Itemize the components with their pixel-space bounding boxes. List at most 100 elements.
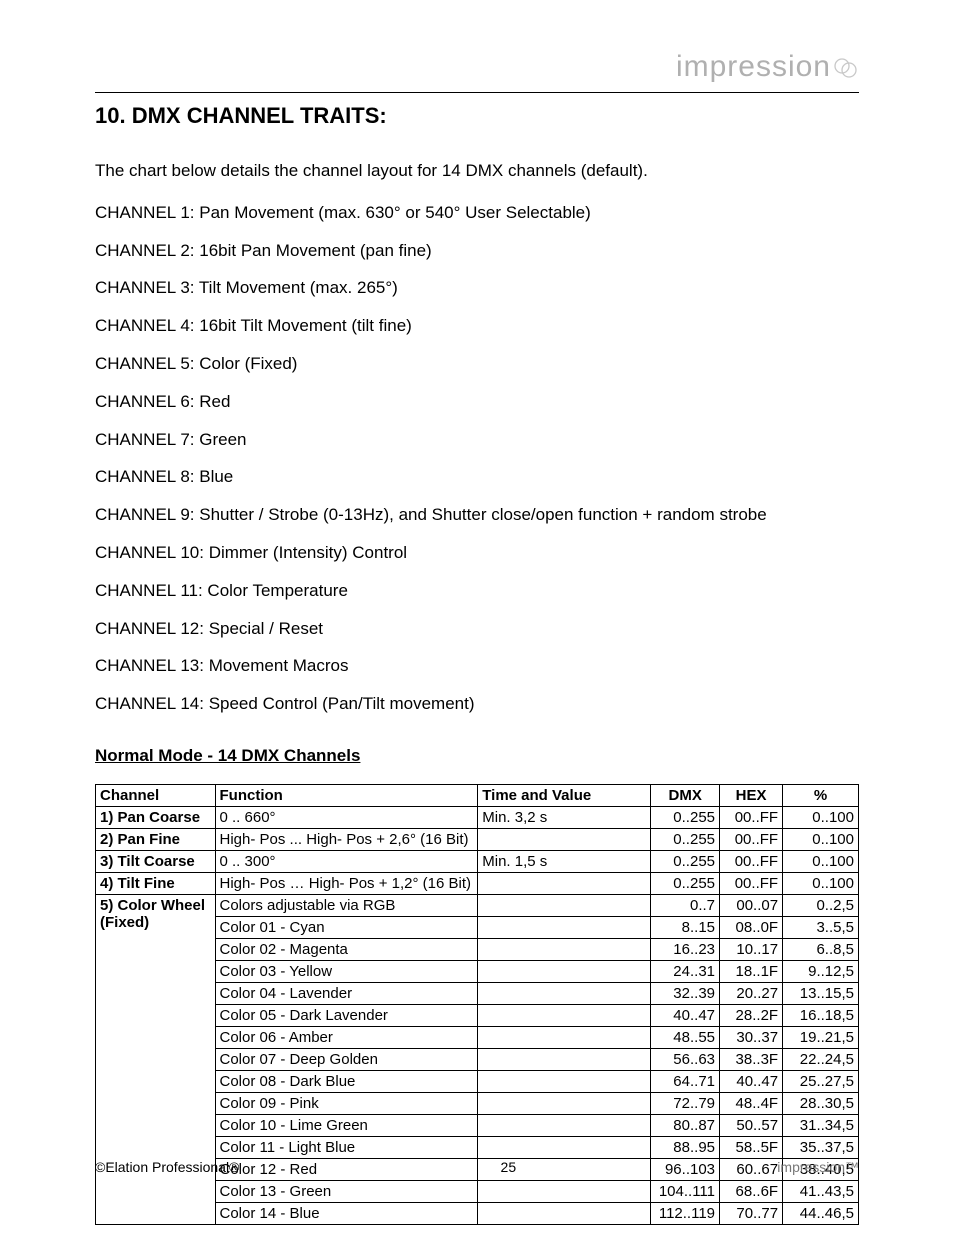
table-row: 2) Pan FineHigh- Pos ... High- Pos + 2,6… xyxy=(96,828,859,850)
cell-time xyxy=(478,1092,651,1114)
cell-function: 0 .. 660° xyxy=(215,806,478,828)
col-header-function: Function xyxy=(215,784,478,806)
cell-function: Color 13 - Green xyxy=(215,1180,478,1202)
cell-pct: 0..100 xyxy=(783,850,859,872)
cell-pct: 31..34,5 xyxy=(783,1114,859,1136)
cell-pct: 9..12,5 xyxy=(783,960,859,982)
cell-time xyxy=(478,1026,651,1048)
cell-hex: 00..FF xyxy=(720,828,783,850)
cell-dmx: 40..47 xyxy=(651,1004,720,1026)
cell-pct: 0..100 xyxy=(783,828,859,850)
table-row: 4) Tilt FineHigh- Pos … High- Pos + 1,2°… xyxy=(96,872,859,894)
channel-line: CHANNEL 9: Shutter / Strobe (0-13Hz), an… xyxy=(95,503,859,527)
cell-channel: 1) Pan Coarse xyxy=(96,806,216,828)
cell-hex: 00..07 xyxy=(720,894,783,916)
cell-pct: 28..30,5 xyxy=(783,1092,859,1114)
col-header-channel: Channel xyxy=(96,784,216,806)
cell-hex: 10..17 xyxy=(720,938,783,960)
table-row: 1) Pan Coarse0 .. 660°Min. 3,2 s0..25500… xyxy=(96,806,859,828)
cell-hex: 58..5F xyxy=(720,1136,783,1158)
cell-dmx: 16..23 xyxy=(651,938,720,960)
cell-pct: 6..8,5 xyxy=(783,938,859,960)
cell-hex: 48..4F xyxy=(720,1092,783,1114)
intro-text: The chart below details the channel layo… xyxy=(95,159,859,183)
cell-time: Min. 3,2 s xyxy=(478,806,651,828)
cell-hex: 00..FF xyxy=(720,806,783,828)
brand-logo-text: impression xyxy=(676,50,831,83)
cell-channel: 2) Pan Fine xyxy=(96,828,216,850)
subheading: Normal Mode - 14 DMX Channels xyxy=(95,746,859,766)
channel-list: CHANNEL 1: Pan Movement (max. 630° or 54… xyxy=(95,201,859,716)
channel-line: CHANNEL 13: Movement Macros xyxy=(95,654,859,678)
cell-time xyxy=(478,1202,651,1224)
cell-function: 0 .. 300° xyxy=(215,850,478,872)
cell-function: Color 05 - Dark Lavender xyxy=(215,1004,478,1026)
cell-channel: 3) Tilt Coarse xyxy=(96,850,216,872)
channel-line: CHANNEL 12: Special / Reset xyxy=(95,617,859,641)
cell-hex: 18..1F xyxy=(720,960,783,982)
cell-function: Color 07 - Deep Golden xyxy=(215,1048,478,1070)
cell-hex: 08..0F xyxy=(720,916,783,938)
channel-line: CHANNEL 5: Color (Fixed) xyxy=(95,352,859,376)
col-header-time: Time and Value xyxy=(478,784,651,806)
cell-pct: 25..27,5 xyxy=(783,1070,859,1092)
cell-dmx: 48..55 xyxy=(651,1026,720,1048)
cell-pct: 19..21,5 xyxy=(783,1026,859,1048)
footer-left: ©Elation Professional® xyxy=(95,1159,239,1175)
table-row: 3) Tilt Coarse0 .. 300°Min. 1,5 s0..2550… xyxy=(96,850,859,872)
cell-time xyxy=(478,916,651,938)
page: impression 10. DMX CHANNEL TRAITS: The c… xyxy=(0,0,954,1235)
channel-line: CHANNEL 1: Pan Movement (max. 630° or 54… xyxy=(95,201,859,225)
cell-dmx: 112..119 xyxy=(651,1202,720,1224)
cell-function: Color 04 - Lavender xyxy=(215,982,478,1004)
col-header-hex: HEX xyxy=(720,784,783,806)
cell-hex: 20..27 xyxy=(720,982,783,1004)
cell-hex: 70..77 xyxy=(720,1202,783,1224)
cell-time xyxy=(478,938,651,960)
cell-pct: 0..2,5 xyxy=(783,894,859,916)
brand-logo: impression xyxy=(676,50,859,84)
cell-pct: 16..18,5 xyxy=(783,1004,859,1026)
divider xyxy=(95,92,859,93)
channel-line: CHANNEL 4: 16bit Tilt Movement (tilt fin… xyxy=(95,314,859,338)
cell-pct: 35..37,5 xyxy=(783,1136,859,1158)
cell-function: Color 03 - Yellow xyxy=(215,960,478,982)
cell-dmx: 8..15 xyxy=(651,916,720,938)
cell-time xyxy=(478,1136,651,1158)
cell-pct: 0..100 xyxy=(783,872,859,894)
cell-hex: 40..47 xyxy=(720,1070,783,1092)
cell-dmx: 24..31 xyxy=(651,960,720,982)
cell-pct: 22..24,5 xyxy=(783,1048,859,1070)
channel-line: CHANNEL 8: Blue xyxy=(95,465,859,489)
cell-channel: 4) Tilt Fine xyxy=(96,872,216,894)
cell-function: Color 06 - Amber xyxy=(215,1026,478,1048)
cell-pct: 13..15,5 xyxy=(783,982,859,1004)
cell-time xyxy=(478,872,651,894)
cell-function: Color 02 - Magenta xyxy=(215,938,478,960)
cell-function: High- Pos … High- Pos + 1,2° (16 Bit) xyxy=(215,872,478,894)
cell-time xyxy=(478,960,651,982)
cell-hex: 00..FF xyxy=(720,850,783,872)
cell-hex: 68..6F xyxy=(720,1180,783,1202)
cell-function: Color 10 - Lime Green xyxy=(215,1114,478,1136)
cell-dmx: 0..7 xyxy=(651,894,720,916)
cell-time xyxy=(478,1114,651,1136)
cell-dmx: 104..111 xyxy=(651,1180,720,1202)
section-title: 10. DMX CHANNEL TRAITS: xyxy=(95,103,859,129)
cell-time: Min. 1,5 s xyxy=(478,850,651,872)
cell-time xyxy=(478,1180,651,1202)
brand-logo-icon xyxy=(833,55,859,81)
page-footer: ©Elation Professional® 25 impression™ xyxy=(95,1159,859,1175)
cell-dmx: 80..87 xyxy=(651,1114,720,1136)
cell-hex: 50..57 xyxy=(720,1114,783,1136)
cell-dmx: 64..71 xyxy=(651,1070,720,1092)
cell-function: Colors adjustable via RGB xyxy=(215,894,478,916)
cell-time xyxy=(478,1048,651,1070)
cell-time xyxy=(478,894,651,916)
col-header-dmx: DMX xyxy=(651,784,720,806)
cell-dmx: 0..255 xyxy=(651,872,720,894)
cell-hex: 30..37 xyxy=(720,1026,783,1048)
table-header-row: Channel Function Time and Value DMX HEX … xyxy=(96,784,859,806)
cell-dmx: 0..255 xyxy=(651,828,720,850)
cell-pct: 44..46,5 xyxy=(783,1202,859,1224)
